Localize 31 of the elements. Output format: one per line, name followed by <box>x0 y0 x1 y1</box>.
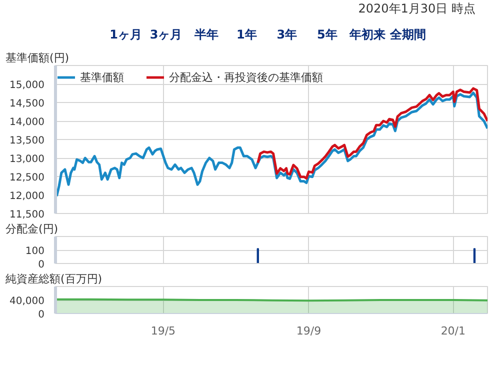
x-tick-label: 19/5 <box>150 324 176 338</box>
y-tick-label: 11,500 <box>10 210 45 220</box>
y-tick-label: 14,000 <box>10 117 45 128</box>
y-tick-label: 0 <box>38 310 45 320</box>
y-tick-label: 12,500 <box>10 172 45 184</box>
y-axis-title: 基準価額(円) <box>6 52 70 64</box>
line-series <box>256 87 488 180</box>
y-tick-label: 100 <box>25 246 45 257</box>
y-axis-title: 分配金(円) <box>6 222 58 236</box>
text: 5年 <box>317 28 338 42</box>
legend-label: 基準価額 <box>80 70 124 84</box>
y-tick-label: 13,500 <box>10 136 45 146</box>
text: 2020年1月30日 時点 <box>358 2 476 16</box>
text: 3ヶ月 <box>150 28 182 42</box>
text: 1年 <box>236 28 257 42</box>
y-tick-label: 14,500 <box>10 98 45 110</box>
x-tick-label: 19/9 <box>296 324 322 338</box>
text: 1ヶ月 <box>110 28 142 42</box>
y-tick-label: 0 <box>38 260 45 270</box>
line-series <box>56 92 488 198</box>
text: 全期間 <box>388 28 426 42</box>
x-tick-label: 20/1 <box>440 324 466 338</box>
text: 半年 <box>193 28 218 42</box>
y-tick-label: 15,000 <box>10 80 45 91</box>
y-tick-label: 40,000 <box>10 296 45 307</box>
legend-label: 分配金込・再投資後の基準価額 <box>169 70 323 84</box>
y-tick-label: 13,000 <box>10 154 45 165</box>
text: 年初来 <box>348 28 386 42</box>
y-axis-title: 純資産総額(百万円) <box>6 272 102 286</box>
y-tick-label: 12,000 <box>10 191 45 202</box>
text: 3年 <box>276 28 298 42</box>
